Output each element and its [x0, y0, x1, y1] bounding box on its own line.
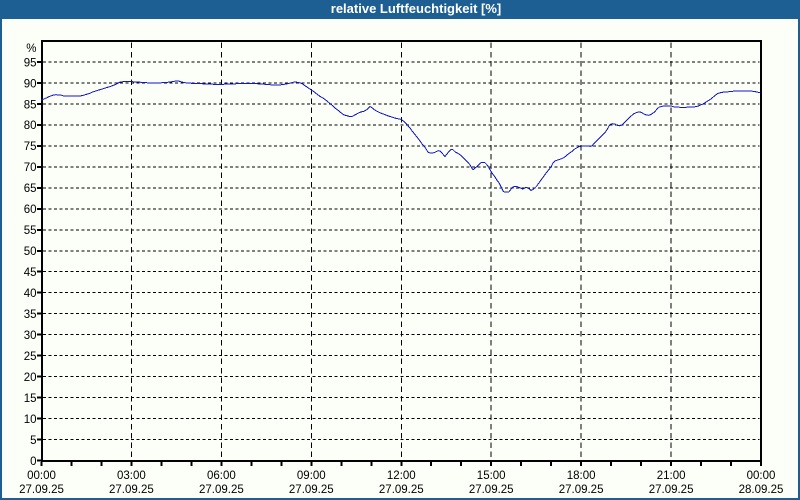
svg-text:55: 55 — [24, 225, 37, 237]
svg-text:0: 0 — [30, 456, 36, 468]
svg-text:60: 60 — [24, 204, 37, 216]
svg-text:75: 75 — [24, 141, 37, 153]
svg-text:27.09.25: 27.09.25 — [199, 484, 244, 496]
svg-text:27.09.25: 27.09.25 — [109, 484, 154, 496]
svg-text:21:00: 21:00 — [657, 470, 686, 482]
svg-text:18:00: 18:00 — [567, 470, 596, 482]
svg-text:85: 85 — [24, 99, 37, 111]
svg-text:90: 90 — [24, 78, 37, 90]
svg-text:%: % — [26, 43, 36, 55]
svg-text:00:00: 00:00 — [747, 470, 776, 482]
svg-text:30: 30 — [24, 330, 37, 342]
svg-text:15:00: 15:00 — [477, 470, 506, 482]
svg-text:65: 65 — [24, 183, 37, 195]
svg-text:27.09.25: 27.09.25 — [19, 484, 64, 496]
svg-text:15: 15 — [24, 393, 37, 405]
svg-text:95: 95 — [24, 57, 37, 69]
svg-text:70: 70 — [24, 162, 37, 174]
svg-text:50: 50 — [24, 246, 37, 258]
svg-text:20: 20 — [24, 372, 37, 384]
svg-text:27.09.25: 27.09.25 — [289, 484, 334, 496]
svg-text:28.09.25: 28.09.25 — [739, 484, 784, 496]
svg-text:27.09.25: 27.09.25 — [559, 484, 604, 496]
svg-text:27.09.25: 27.09.25 — [379, 484, 424, 496]
svg-text:06:00: 06:00 — [207, 470, 236, 482]
svg-text:00:00: 00:00 — [27, 470, 56, 482]
svg-text:80: 80 — [24, 120, 37, 132]
svg-text:35: 35 — [24, 309, 37, 321]
svg-text:03:00: 03:00 — [117, 470, 146, 482]
svg-text:25: 25 — [24, 351, 37, 363]
svg-text:09:00: 09:00 — [297, 470, 326, 482]
svg-text:12:00: 12:00 — [387, 470, 416, 482]
svg-text:40: 40 — [24, 288, 37, 300]
svg-text:relative Luftfeuchtigkeit [%]: relative Luftfeuchtigkeit [%] — [331, 1, 501, 16]
svg-text:10: 10 — [24, 414, 37, 426]
svg-text:5: 5 — [30, 435, 36, 447]
svg-text:27.09.25: 27.09.25 — [649, 484, 694, 496]
svg-text:27.09.25: 27.09.25 — [469, 484, 514, 496]
svg-text:45: 45 — [24, 267, 37, 279]
